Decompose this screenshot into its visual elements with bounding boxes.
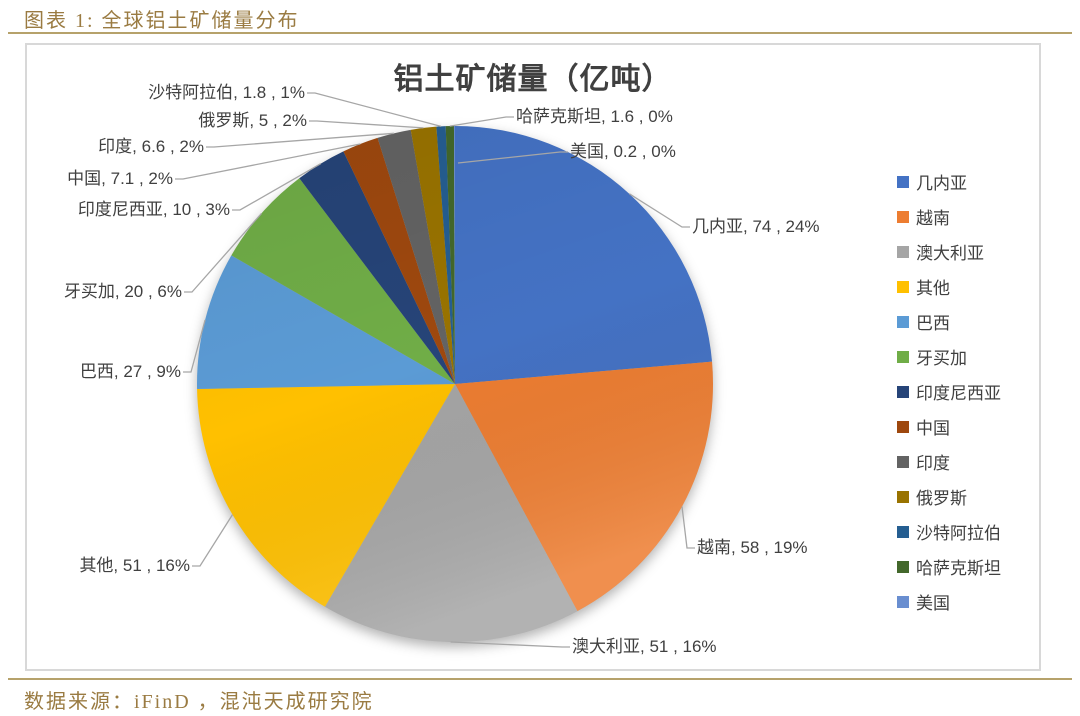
legend-swatch-saudi-arabia <box>897 525 909 538</box>
legend-item-vietnam: 越南 <box>897 205 1001 228</box>
legend-label-other: 其他 <box>916 279 950 298</box>
legend-label-india: 印度 <box>916 454 950 473</box>
pie-label-indonesia: 印度尼西亚, 10 , 3% <box>77 200 230 219</box>
legend-item-australia: 澳大利亚 <box>897 240 1001 263</box>
legend-item-saudi-arabia: 沙特阿拉伯 <box>897 520 1001 543</box>
legend-label-indonesia: 印度尼西亚 <box>916 384 1001 403</box>
leader-line-guinea <box>629 193 690 228</box>
legend-item-china: 中国 <box>897 415 1001 438</box>
legend-item-guinea: 几内亚 <box>897 170 1001 193</box>
legend-item-kazakhstan: 哈萨克斯坦 <box>897 555 1001 578</box>
pie-label-other: 其他, 51 , 16% <box>79 556 190 575</box>
legend-label-guinea: 几内亚 <box>916 174 967 193</box>
pie-label-brazil: 巴西, 27 , 9% <box>79 362 181 381</box>
leader-line-russia <box>309 120 424 129</box>
legend-label-australia: 澳大利亚 <box>916 244 984 263</box>
legend-item-india: 印度 <box>897 450 1001 473</box>
legend-swatch-jamaica <box>897 350 909 363</box>
legend-item-jamaica: 牙买加 <box>897 345 1001 368</box>
figure-caption: 图表 1: 全球铝土矿储量分布 <box>24 10 300 32</box>
legend-swatch-indonesia <box>897 385 909 398</box>
legend-swatch-russia <box>897 490 909 503</box>
legend-swatch-other <box>897 280 909 293</box>
pie-label-jamaica: 牙买加, 20 , 6% <box>63 282 182 301</box>
leader-lines <box>175 92 695 648</box>
pie-label-china: 中国, 7.1 , 2% <box>67 169 173 188</box>
legend-swatch-usa <box>897 595 909 608</box>
legend-label-jamaica: 牙买加 <box>916 349 967 368</box>
legend-item-other: 其他 <box>897 275 1001 298</box>
leader-line-jamaica <box>184 212 262 293</box>
leader-line-india <box>206 132 395 148</box>
pie-body <box>197 125 713 643</box>
legend-label-vietnam: 越南 <box>916 209 950 228</box>
legend-swatch-china <box>897 420 909 433</box>
legend-item-russia: 俄罗斯 <box>897 485 1001 508</box>
legend-label-usa: 美国 <box>916 594 950 613</box>
legend-item-usa: 美国 <box>897 590 1001 613</box>
chart-title: 铝土矿储量（亿吨） <box>393 63 673 96</box>
pie-label-guinea: 几内亚, 74 , 24% <box>692 217 820 236</box>
pie-label-saudi-arabia: 沙特阿拉伯, 1.8 , 1% <box>148 83 305 102</box>
leader-line-china <box>175 143 361 180</box>
pie-sheen-overlay <box>197 126 713 642</box>
pie-label-usa: 美国, 0.2 , 0% <box>570 142 676 161</box>
legend-label-kazakhstan: 哈萨克斯坦 <box>916 559 1001 578</box>
legend-swatch-india <box>897 455 909 468</box>
legend-swatch-kazakhstan <box>897 560 909 573</box>
leader-line-indonesia <box>232 163 322 211</box>
legend-label-china: 中国 <box>916 419 950 438</box>
pie-label-kazakhstan: 哈萨克斯坦, 1.6 , 0% <box>516 107 673 126</box>
pie-label-india: 印度, 6.6 , 2% <box>98 137 204 156</box>
legend-label-brazil: 巴西 <box>916 314 950 333</box>
data-source-note: 数据来源：iFinD ，混沌天成研究院 <box>24 691 374 713</box>
legend: 几内亚越南澳大利亚其他巴西牙买加印度尼西亚中国印度俄罗斯沙特阿拉伯哈萨克斯坦美国 <box>897 170 1001 625</box>
leader-line-brazil <box>183 319 206 373</box>
legend-item-indonesia: 印度尼西亚 <box>897 380 1001 403</box>
leader-line-other <box>192 514 234 567</box>
bottom-gold-rule <box>8 678 1072 680</box>
pie-label-russia: 俄罗斯, 5 , 2% <box>198 111 307 130</box>
leader-line-usa <box>457 151 568 164</box>
legend-swatch-vietnam <box>897 210 909 223</box>
legend-item-brazil: 巴西 <box>897 310 1001 333</box>
leader-line-vietnam <box>681 506 695 549</box>
pie-label-vietnam: 越南, 58 , 19% <box>697 538 808 557</box>
legend-swatch-brazil <box>897 315 909 328</box>
legend-label-saudi-arabia: 沙特阿拉伯 <box>916 524 1001 543</box>
legend-swatch-australia <box>897 245 909 258</box>
pie-label-australia: 澳大利亚, 51 , 16% <box>572 637 717 656</box>
legend-swatch-guinea <box>897 175 909 188</box>
legend-label-russia: 俄罗斯 <box>916 489 967 508</box>
leader-line-saudi-arabia <box>307 92 442 128</box>
leader-line-australia <box>450 641 570 648</box>
top-gold-rule <box>8 32 1072 34</box>
leader-line-kazakhstan <box>449 116 514 127</box>
